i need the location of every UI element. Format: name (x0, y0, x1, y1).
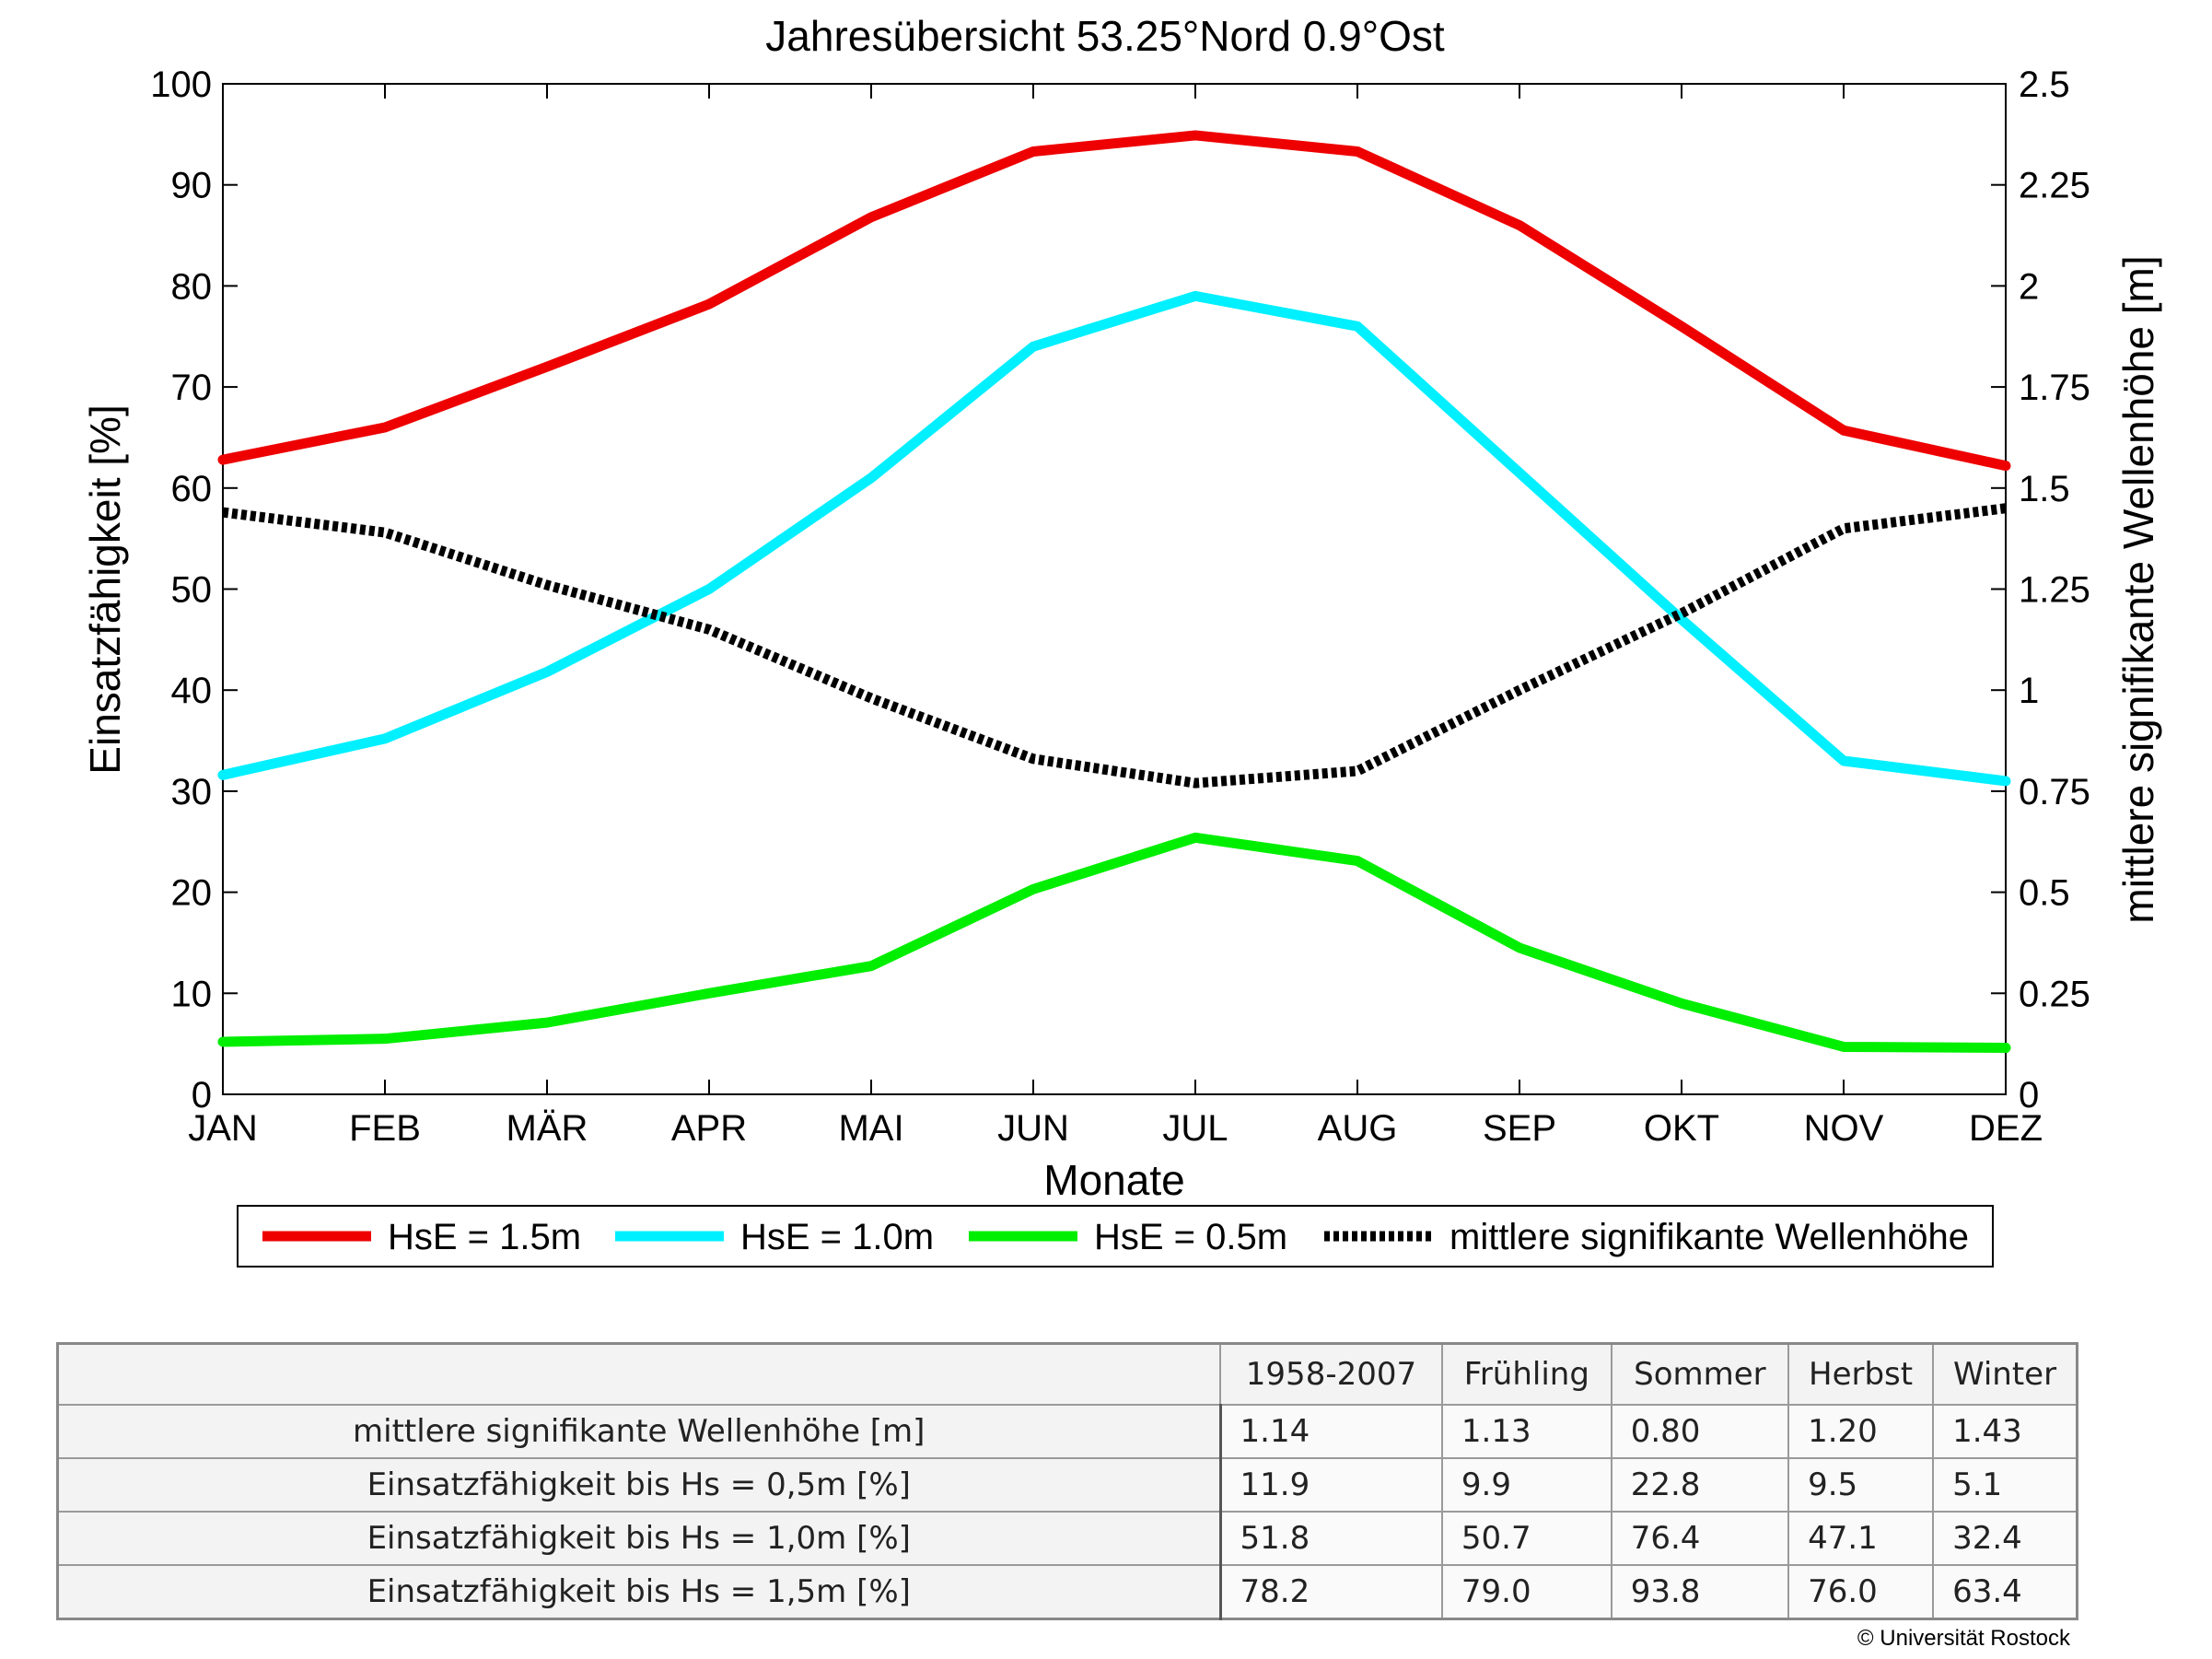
chart-title: Jahresübersicht 53.25°Nord 0.9°Ost (765, 12, 1445, 60)
y-right-tick-label: 2.25 (2019, 166, 2090, 206)
x-tick-label: MÄR (506, 1108, 588, 1149)
table-cell: 51.8 (1219, 1511, 1443, 1566)
table-corner-cell (56, 1342, 1221, 1406)
table-cell: 47.1 (1787, 1511, 1935, 1566)
row-label: Einsatzfähigkeit bis Hs = 0,5m [%] (56, 1457, 1222, 1513)
y-tick-label: 30 (171, 772, 213, 812)
y-tick-label: 70 (171, 368, 213, 408)
y-right-tick-label: 2.5 (2019, 64, 2070, 105)
x-tick-label: DEZ (1969, 1108, 2043, 1149)
x-tick-label: JUN (997, 1108, 1069, 1149)
y-tick-label: 20 (171, 873, 213, 914)
y-right-tick-label: 0.75 (2019, 772, 2090, 812)
y-right-tick-label: 1.25 (2019, 570, 2090, 611)
row-label: Einsatzfähigkeit bis Hs = 1,5m [%] (56, 1564, 1222, 1620)
table-row: Einsatzfähigkeit bis Hs = 1,5m [%] 78.2 … (56, 1564, 2078, 1620)
x-tick-label: NOV (1804, 1108, 1884, 1149)
y-right-tick-label: 1.5 (2019, 469, 2070, 509)
y-tick-label: 10 (171, 974, 213, 1014)
x-tick-label: JUL (1162, 1108, 1228, 1149)
row-label: Einsatzfähigkeit bis Hs = 1,0m [%] (56, 1511, 1222, 1566)
y-tick-label: 100 (150, 64, 212, 105)
y-axis-right: 0 0.25 0.5 0.75 1 1.25 1.5 1.75 2 2.25 2.5 (1991, 64, 2090, 1116)
series-line-4 (222, 503, 2007, 789)
y-right-tick-label: 0.5 (2019, 873, 2070, 914)
table-cell: 1.13 (1440, 1404, 1612, 1459)
y-right-tick-label: 1.75 (2019, 368, 2090, 408)
table-header-cell: Sommer (1610, 1342, 1790, 1406)
x-tick-label: MAI (838, 1108, 903, 1149)
table-row: Einsatzfähigkeit bis Hs = 0,5m [%] 11.9 … (56, 1457, 2078, 1513)
table-header-cell: Frühling (1440, 1342, 1612, 1406)
table-cell: 50.7 (1440, 1511, 1612, 1566)
legend-label: HsE = 1.5m (388, 1217, 581, 1257)
table-header-cell: Herbst (1787, 1342, 1935, 1406)
table-cell: 22.8 (1610, 1457, 1790, 1513)
y-tick-label: 90 (171, 166, 213, 206)
copyright-credit: © Universität Rostock (1857, 1626, 2070, 1651)
table-row: mittlere signifikante Wellenhöhe [m] 1.1… (56, 1404, 2078, 1459)
y-tick-label: 50 (171, 570, 213, 611)
annual-overview-chart: Jahresübersicht 53.25°Nord 0.9°Ost JAN FE… (81, 12, 2162, 1268)
row-label: mittlere signifikante Wellenhöhe [m] (56, 1404, 1222, 1459)
table-cell: 5.1 (1932, 1457, 2078, 1513)
plot-area (222, 83, 2007, 1095)
table-row: Einsatzfähigkeit bis Hs = 1,0m [%] 51.8 … (56, 1511, 2078, 1566)
table-cell: 78.2 (1219, 1564, 1443, 1620)
table-cell: 11.9 (1219, 1457, 1443, 1513)
table-cell: 63.4 (1932, 1564, 2078, 1620)
x-tick-label: AUG (1318, 1108, 1398, 1149)
table-cell: 76.0 (1787, 1564, 1935, 1620)
legend-label: HsE = 0.5m (1094, 1217, 1287, 1257)
x-tick-label: APR (671, 1108, 747, 1149)
series-line-3 (217, 832, 2011, 1054)
y-axis-right-label: mittlere signifikante Wellenhöhe [m] (2114, 255, 2162, 923)
y-right-tick-label: 0.25 (2019, 974, 2090, 1014)
table-cell: 9.5 (1787, 1457, 1935, 1513)
x-axis: JAN FEB MÄR APR MAI JUN JUL AUG SEP OKT NOV DEZ (188, 84, 2043, 1149)
table-header-cell: Winter (1932, 1342, 2078, 1406)
x-tick-label: FEB (349, 1108, 421, 1149)
table-cell: 79.0 (1440, 1564, 1612, 1620)
table-cell: 0.80 (1610, 1404, 1790, 1459)
table-header-row: 1958-2007 Frühling Sommer Herbst Winter (56, 1342, 2078, 1406)
x-axis-label: Monate (1043, 1156, 1184, 1204)
y-tick-label: 60 (171, 469, 213, 509)
series-layer (217, 130, 2011, 1054)
table-cell: 1.14 (1219, 1404, 1443, 1459)
y-axis-left: 0 10 20 30 40 50 60 70 80 90 100 (150, 64, 238, 1116)
legend-box (237, 1205, 1994, 1268)
x-tick-label: JAN (188, 1108, 258, 1149)
x-tick-label: SEP (1483, 1108, 1556, 1149)
y-tick-label: 40 (171, 671, 213, 711)
table-cell: 1.20 (1787, 1404, 1935, 1459)
table-header-cell: 1958-2007 (1219, 1342, 1443, 1406)
y-right-tick-label: 1 (2019, 671, 2039, 711)
y-right-tick-label: 2 (2019, 266, 2039, 307)
y-axis-label: Einsatzfähigkeit [%] (81, 404, 129, 774)
legend-label: HsE = 1.0m (740, 1217, 934, 1257)
legend: HsE = 1.5m HsE = 1.0m HsE = 0.5m mittlere s… (237, 1205, 1994, 1268)
y-tick-label: 80 (171, 266, 213, 307)
statistics-table: 1958-2007 Frühling Sommer Herbst Winter … (56, 1342, 2078, 1620)
table-cell: 93.8 (1610, 1564, 1790, 1620)
table-cell: 32.4 (1932, 1511, 2078, 1566)
y-tick-label: 0 (192, 1075, 212, 1116)
table-cell: 76.4 (1610, 1511, 1790, 1566)
legend-label: mittlere signifikante Wellenhöhe (1449, 1217, 1969, 1257)
series-line-2 (217, 290, 2011, 787)
x-tick-label: OKT (1644, 1108, 1719, 1149)
table-cell: 1.43 (1932, 1404, 2078, 1459)
table-cell: 9.9 (1440, 1457, 1612, 1513)
y-right-tick-label: 0 (2019, 1075, 2039, 1116)
series-line-1 (217, 130, 2011, 472)
